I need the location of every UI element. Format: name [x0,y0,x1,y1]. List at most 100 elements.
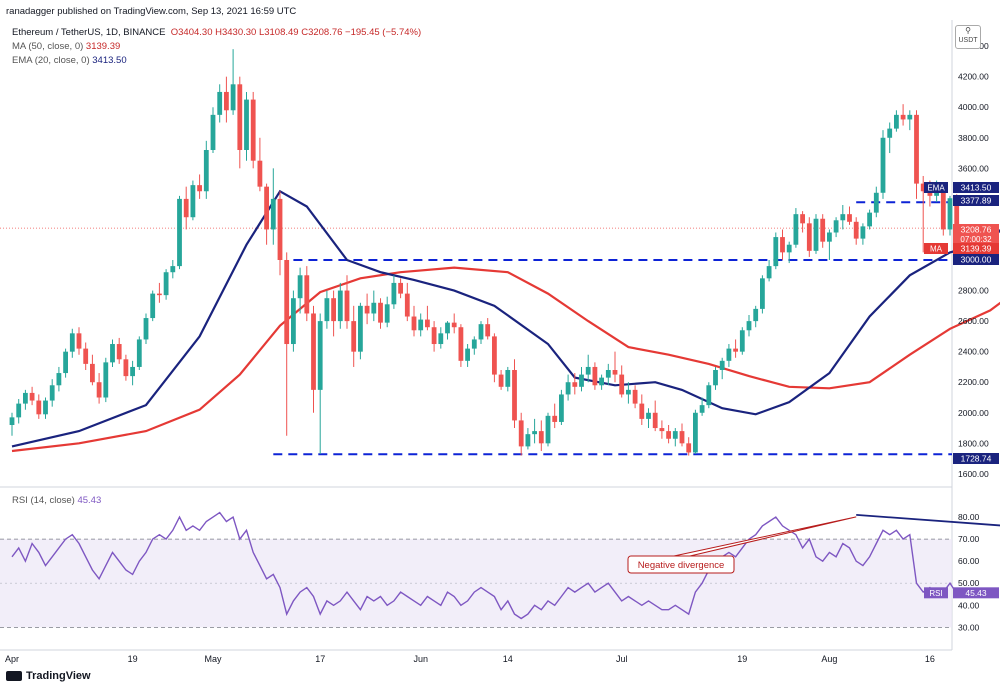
candle-body [632,389,638,404]
rsi-tick-label: 50.00 [958,578,980,588]
price-badge [953,254,999,265]
candle-body [250,99,256,161]
candle-body [311,313,316,390]
candle-body [445,322,450,334]
ma-legend[interactable]: MA (50, close, 0) 3139.39 [12,41,120,52]
candle-body [706,385,712,406]
time-tick-label: 17 [315,654,325,664]
candle-body [136,339,142,367]
candle-body [498,374,504,387]
currency-button[interactable]: ⚲ USDT [955,25,981,49]
candle-body [478,324,484,340]
price-tick-label: 2400.00 [958,347,989,357]
candle-body [217,91,223,115]
candle-body [512,370,517,421]
candle-body [927,191,933,196]
annotation-pointer [673,516,857,557]
candle-body [485,324,491,337]
price-badge-tag [924,243,948,254]
candle-body [579,374,584,387]
symbol-name: Ethereum / TetherUS, 1D, BINANCE [12,27,166,38]
candle-body [873,192,879,213]
candle-body [16,403,22,418]
rsi-legend[interactable]: RSI (14, close) 45.43 [12,495,101,506]
candle-body [110,344,115,363]
rsi-tick-label: 40.00 [958,600,980,610]
candle-body [411,316,417,331]
candle-body [907,114,913,120]
candle-body [96,382,102,398]
rsi-badge-tag [924,587,948,599]
candle-body [371,302,377,314]
candle-body [49,385,55,401]
candle-body [9,417,15,425]
candle-body [820,218,826,242]
candle-body [739,330,745,352]
candle-body [827,232,832,242]
candle-body [880,137,886,193]
candle-body [398,282,403,294]
ma-legend-value: 3139.39 [85,41,121,52]
candle-body [612,370,618,375]
candle-body [378,302,383,323]
candle-body [713,370,718,386]
candle-body [532,431,537,435]
candle-body [619,374,625,395]
rsi-line [11,511,958,620]
candle-body [780,237,785,253]
candle-body [244,99,249,150]
candle-body [183,198,189,218]
candle-body [833,220,839,233]
candle-body [203,150,209,192]
candle-body [773,237,779,267]
candle-body [518,420,524,447]
candle-body [69,333,75,352]
candle-body [686,443,692,453]
candle-body [659,428,665,432]
time-tick-label: Aug [821,654,837,664]
price-badge-label: 3377.89 [961,196,992,206]
price-badge-label: 3139.39 [961,244,992,254]
candle-body [190,185,196,218]
candle-body [760,278,765,309]
candle-body [284,260,290,345]
candle-body [264,186,269,230]
price-badge [953,195,999,206]
candle-body [840,214,846,221]
candle-body [230,84,236,111]
candle-body [56,373,62,386]
candle-body [813,218,819,251]
candle-body [277,198,283,260]
candle-body [947,198,953,230]
candle-body [344,290,350,322]
candle-body [565,382,571,395]
candle-body [806,223,812,251]
candle-body [237,84,243,150]
candle-body [900,114,906,120]
rsi-legend-label: RSI (14, close) [12,495,75,506]
candle-body [123,359,129,377]
time-tick-label: May [204,654,222,664]
candle-body [116,344,122,360]
price-badge-label: 3413.50 [961,183,992,193]
candle-body [867,212,872,227]
price-tick-label: 4000.00 [958,102,989,112]
ma50-line [11,266,1000,453]
candle-body [425,319,430,328]
candle-body [210,114,216,150]
symbol-title: Ethereum / TetherUS, 1D, BINANCE O3404.3… [12,27,421,38]
price-tick-label: 2800.00 [958,286,989,296]
divergence-trendline [856,513,1000,527]
annotation-box [627,555,735,574]
candle-body [766,266,772,279]
ema-legend[interactable]: EMA (20, close, 0) 3413.50 [12,55,127,66]
tradingview-logo: TradingView [6,670,91,682]
candle-body [337,290,343,322]
ma-legend-label: MA (50, close, 0) [12,41,84,52]
candle-body [505,370,511,387]
price-badge-label: 1728.74 [961,454,992,464]
candle-body [157,293,162,296]
candle-body [719,360,725,370]
candle-body [693,412,698,453]
